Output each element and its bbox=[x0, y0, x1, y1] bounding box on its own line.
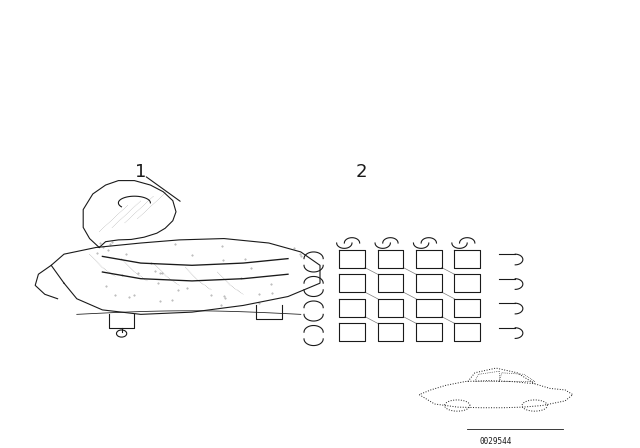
Text: 1: 1 bbox=[135, 163, 147, 181]
Text: 0029544: 0029544 bbox=[480, 437, 512, 446]
Text: 2: 2 bbox=[356, 163, 367, 181]
